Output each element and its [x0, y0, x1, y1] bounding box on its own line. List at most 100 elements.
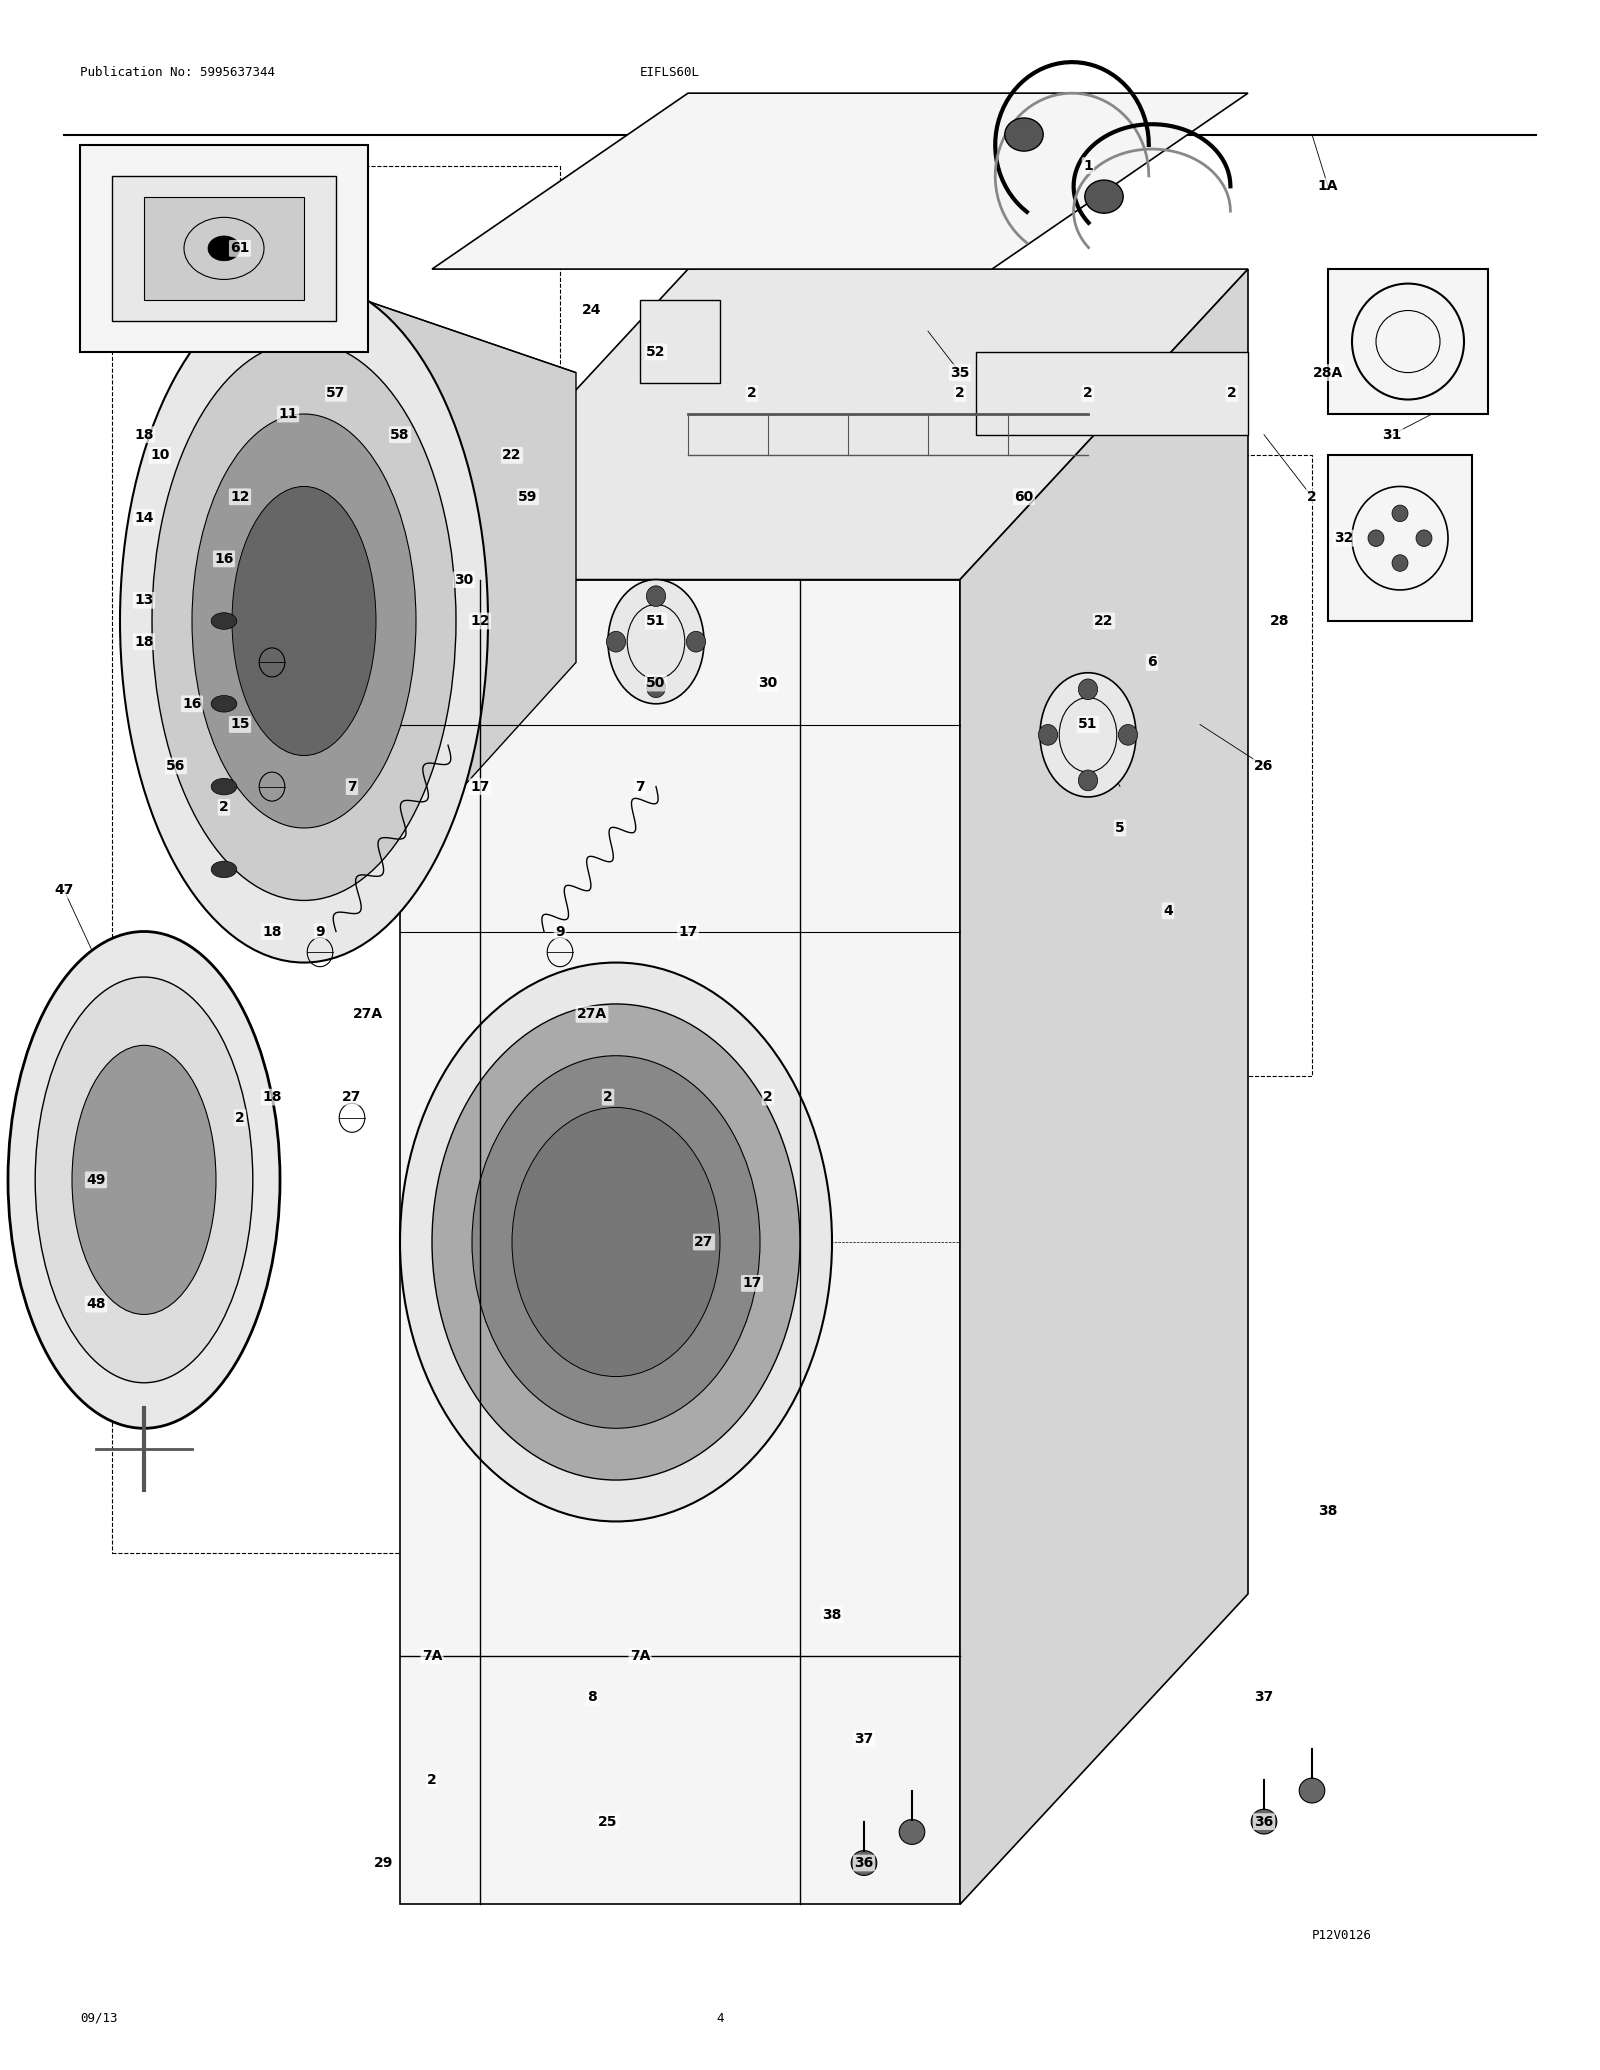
Text: 30: 30 [758, 677, 778, 689]
Text: 10: 10 [150, 449, 170, 462]
Text: 51: 51 [646, 615, 666, 627]
Text: 58: 58 [390, 428, 410, 441]
Text: 25: 25 [598, 1815, 618, 1828]
Text: 8: 8 [587, 1691, 597, 1704]
Ellipse shape [472, 1056, 760, 1428]
Text: 12: 12 [230, 491, 250, 503]
Text: 2: 2 [747, 387, 757, 400]
Text: 9: 9 [555, 925, 565, 938]
Ellipse shape [400, 963, 832, 1521]
Text: 16: 16 [214, 553, 234, 565]
Ellipse shape [899, 1820, 925, 1844]
Ellipse shape [211, 861, 237, 878]
Ellipse shape [72, 1045, 216, 1314]
Text: 24: 24 [582, 304, 602, 317]
FancyBboxPatch shape [1328, 455, 1472, 621]
Ellipse shape [1040, 673, 1136, 797]
FancyBboxPatch shape [112, 176, 336, 321]
Text: 09/13: 09/13 [80, 2012, 117, 2024]
Ellipse shape [1085, 180, 1123, 213]
FancyBboxPatch shape [1328, 269, 1488, 414]
Text: P12V0126: P12V0126 [1312, 1929, 1373, 1942]
Ellipse shape [211, 613, 237, 629]
Polygon shape [304, 279, 576, 963]
Ellipse shape [1005, 118, 1043, 151]
Text: 61: 61 [230, 242, 250, 255]
Text: 9: 9 [315, 925, 325, 938]
Text: 5: 5 [1115, 822, 1125, 834]
Ellipse shape [1118, 724, 1138, 745]
Polygon shape [400, 580, 960, 1904]
FancyBboxPatch shape [976, 352, 1248, 435]
Text: 48: 48 [86, 1298, 106, 1310]
Text: 57: 57 [326, 387, 346, 400]
Text: 56: 56 [166, 760, 186, 772]
Text: 38: 38 [1318, 1505, 1338, 1517]
Text: 37: 37 [854, 1733, 874, 1745]
Text: 2: 2 [763, 1091, 773, 1103]
Ellipse shape [208, 236, 240, 261]
Ellipse shape [232, 486, 376, 756]
Text: 22: 22 [1094, 615, 1114, 627]
Text: Publication No: 5995637344: Publication No: 5995637344 [80, 66, 275, 79]
Polygon shape [304, 279, 576, 373]
Text: 30: 30 [454, 573, 474, 586]
Ellipse shape [606, 631, 626, 652]
Text: 26: 26 [1254, 760, 1274, 772]
Ellipse shape [152, 342, 456, 900]
Text: 27: 27 [694, 1236, 714, 1248]
Text: 7: 7 [635, 780, 645, 793]
Polygon shape [400, 269, 1248, 580]
Text: 22: 22 [502, 449, 522, 462]
Text: 4: 4 [717, 2012, 723, 2024]
Text: 27A: 27A [578, 1008, 606, 1021]
Text: 18: 18 [134, 428, 154, 441]
Ellipse shape [192, 414, 416, 828]
Ellipse shape [120, 279, 488, 963]
Text: 2: 2 [427, 1774, 437, 1786]
FancyBboxPatch shape [80, 145, 368, 352]
Ellipse shape [1078, 679, 1098, 700]
Text: 1A: 1A [1318, 180, 1338, 193]
Text: EIFLS60L: EIFLS60L [640, 66, 701, 79]
Text: 31: 31 [1382, 428, 1402, 441]
Ellipse shape [1392, 555, 1408, 571]
Text: 2: 2 [1227, 387, 1237, 400]
Text: 7A: 7A [630, 1650, 650, 1662]
Text: 17: 17 [470, 780, 490, 793]
Text: 13: 13 [134, 594, 154, 607]
Text: 28A: 28A [1314, 366, 1342, 379]
Text: 2: 2 [219, 801, 229, 814]
Ellipse shape [512, 1107, 720, 1377]
Text: 27A: 27A [354, 1008, 382, 1021]
Text: 12: 12 [470, 615, 490, 627]
Text: 11: 11 [278, 408, 298, 420]
Text: 50: 50 [646, 677, 666, 689]
Ellipse shape [1038, 724, 1058, 745]
Ellipse shape [1251, 1809, 1277, 1834]
Text: 17: 17 [678, 925, 698, 938]
Text: 15: 15 [230, 718, 250, 731]
Text: 7: 7 [347, 780, 357, 793]
Text: 6: 6 [1147, 656, 1157, 669]
Ellipse shape [1299, 1778, 1325, 1803]
Text: 47: 47 [54, 884, 74, 896]
Text: 32: 32 [1334, 532, 1354, 544]
Ellipse shape [646, 677, 666, 698]
FancyBboxPatch shape [144, 197, 304, 300]
Ellipse shape [646, 586, 666, 607]
Text: 59: 59 [518, 491, 538, 503]
Text: 14: 14 [134, 511, 154, 524]
Ellipse shape [1368, 530, 1384, 546]
Ellipse shape [211, 778, 237, 795]
Polygon shape [960, 269, 1248, 1904]
Text: 18: 18 [262, 925, 282, 938]
Text: 1: 1 [1083, 159, 1093, 172]
Ellipse shape [1078, 770, 1098, 791]
Text: 18: 18 [134, 635, 154, 648]
Ellipse shape [211, 696, 237, 712]
Text: 38: 38 [822, 1608, 842, 1621]
Ellipse shape [432, 1004, 800, 1480]
Text: 7A: 7A [422, 1650, 442, 1662]
Text: 4: 4 [1163, 905, 1173, 917]
